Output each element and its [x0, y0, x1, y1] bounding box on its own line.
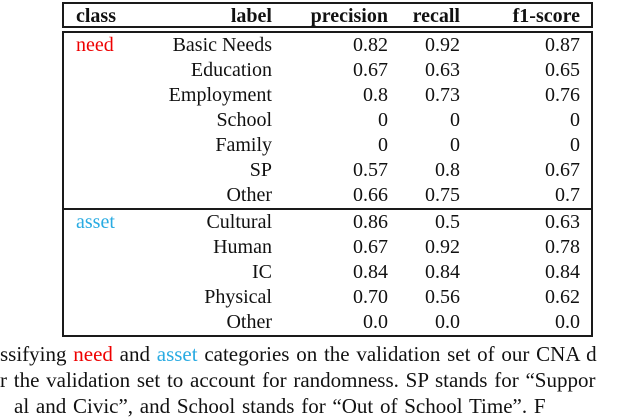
table-row: need Basic Needs 0.82 0.92 0.87 — [64, 33, 591, 58]
caption-line-2: r the validation set to account for rand… — [0, 368, 596, 392]
precision-cell: 0.67 — [353, 59, 388, 81]
table-row: SP 0.57 0.8 0.67 — [64, 158, 591, 183]
caption-line-1: ssifying need and asset categories on th… — [0, 341, 640, 367]
f1-cell: 0.62 — [545, 286, 580, 308]
class-cell: asset — [76, 211, 115, 233]
label-cell: Family — [215, 134, 272, 156]
label-cell: Employment — [168, 84, 272, 106]
table-row: IC 0.84 0.84 0.84 — [64, 260, 591, 285]
table-row: Other 0.0 0.0 0.0 — [64, 310, 591, 335]
header-class: class — [76, 5, 116, 27]
label-cell: Human — [213, 236, 272, 258]
label-cell: Cultural — [206, 211, 272, 233]
header-f1-score: f1-score — [512, 5, 580, 27]
precision-cell: 0 — [378, 134, 388, 156]
f1-cell: 0.76 — [545, 84, 580, 106]
table-row: Family 0 0 0 — [64, 133, 591, 158]
recall-cell: 0.84 — [425, 261, 460, 283]
table-row: asset Cultural 0.86 0.5 0.63 — [64, 208, 591, 235]
recall-cell: 0.92 — [425, 34, 460, 56]
f1-cell: 0 — [570, 134, 580, 156]
f1-cell: 0.7 — [555, 184, 580, 206]
label-cell: Physical — [204, 286, 272, 308]
f1-cell: 0.67 — [545, 159, 580, 181]
class-cell: need — [76, 34, 114, 56]
precision-cell: 0 — [378, 109, 388, 131]
recall-cell: 0.0 — [435, 311, 460, 333]
caption-line-3: al and Civic”, and School stands for “Ou… — [14, 394, 546, 418]
precision-cell: 0.0 — [363, 311, 388, 333]
table-row: School 0 0 0 — [64, 108, 591, 133]
table-header-row: class label precision recall f1-score — [62, 2, 593, 28]
label-cell: Basic Needs — [172, 34, 272, 56]
table-row: Other 0.66 0.75 0.7 — [64, 183, 591, 208]
precision-cell: 0.8 — [363, 84, 388, 106]
label-cell: Education — [190, 59, 272, 81]
caption-text: ssifying — [0, 342, 74, 366]
caption-text: categories on the validation set of our … — [197, 342, 597, 366]
need-keyword: need — [73, 342, 113, 366]
header-precision: precision — [310, 5, 388, 27]
f1-cell: 0.78 — [545, 236, 580, 258]
precision-cell: 0.84 — [353, 261, 388, 283]
precision-cell: 0.66 — [353, 184, 388, 206]
table-row: Human 0.67 0.92 0.78 — [64, 235, 591, 260]
table-row: Employment 0.8 0.73 0.76 — [64, 83, 591, 108]
precision-cell: 0.82 — [353, 34, 388, 56]
f1-cell: 0 — [570, 109, 580, 131]
recall-cell: 0.8 — [435, 159, 460, 181]
f1-cell: 0.87 — [545, 34, 580, 56]
table-body: need Basic Needs 0.82 0.92 0.87 Education 0.67… — [62, 31, 593, 337]
recall-cell: 0 — [450, 109, 460, 131]
table-row: Physical 0.70 0.56 0.62 — [64, 285, 591, 310]
precision-cell: 0.67 — [353, 236, 388, 258]
recall-cell: 0.92 — [425, 236, 460, 258]
label-cell: Other — [226, 184, 272, 206]
recall-cell: 0.5 — [435, 211, 460, 233]
recall-cell: 0.73 — [425, 84, 460, 106]
f1-cell: 0.65 — [545, 59, 580, 81]
precision-cell: 0.57 — [353, 159, 388, 181]
recall-cell: 0 — [450, 134, 460, 156]
f1-cell: 0.63 — [545, 211, 580, 233]
precision-cell: 0.70 — [353, 286, 388, 308]
recall-cell: 0.75 — [425, 184, 460, 206]
results-table: class label precision recall f1-score ne… — [62, 2, 593, 337]
label-cell: School — [216, 109, 272, 131]
asset-keyword: asset — [156, 342, 198, 366]
f1-cell: 0.0 — [555, 311, 580, 333]
recall-cell: 0.56 — [425, 286, 460, 308]
precision-cell: 0.86 — [353, 211, 388, 233]
header-recall: recall — [412, 5, 460, 27]
label-cell: IC — [252, 261, 272, 283]
recall-cell: 0.63 — [425, 59, 460, 81]
label-cell: SP — [249, 159, 272, 181]
label-cell: Other — [226, 311, 272, 333]
table-caption: ssifying need and asset categories on th… — [0, 341, 640, 419]
table-row: Education 0.67 0.63 0.65 — [64, 58, 591, 83]
header-label: label — [230, 5, 272, 27]
caption-text: and — [112, 342, 157, 366]
f1-cell: 0.84 — [545, 261, 580, 283]
